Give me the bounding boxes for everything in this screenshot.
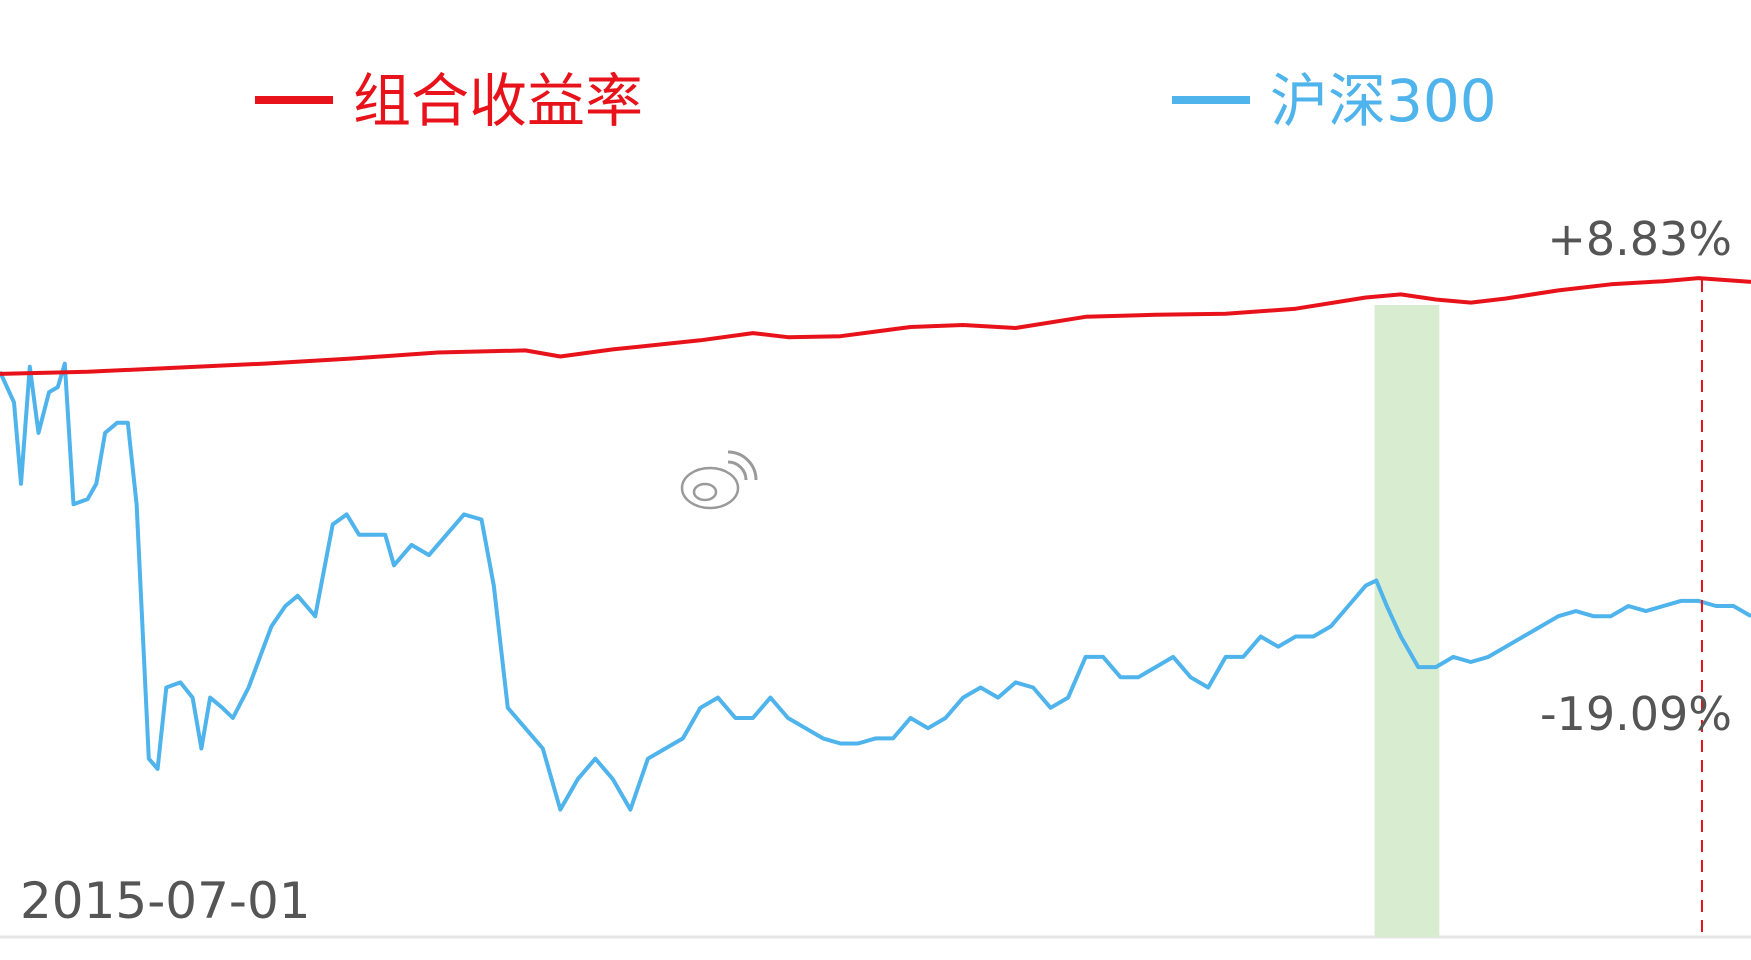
end-value-label-portfolio: +8.83% [1547, 212, 1732, 266]
highlight-band [1374, 305, 1440, 937]
legend-label-csi300: 沪深300 [1270, 67, 1497, 135]
legend-label-portfolio: 组合收益率 [353, 67, 643, 135]
weibo-watermark-logo [680, 450, 758, 510]
end-value-label-csi300: -19.09% [1540, 687, 1732, 741]
series-line-portfolio [0, 276, 1751, 376]
series-line-csi300 [0, 361, 1751, 812]
x-start-date-label: 2015-07-01 [20, 872, 311, 930]
legend: 组合收益率 沪深300 [255, 67, 1497, 135]
